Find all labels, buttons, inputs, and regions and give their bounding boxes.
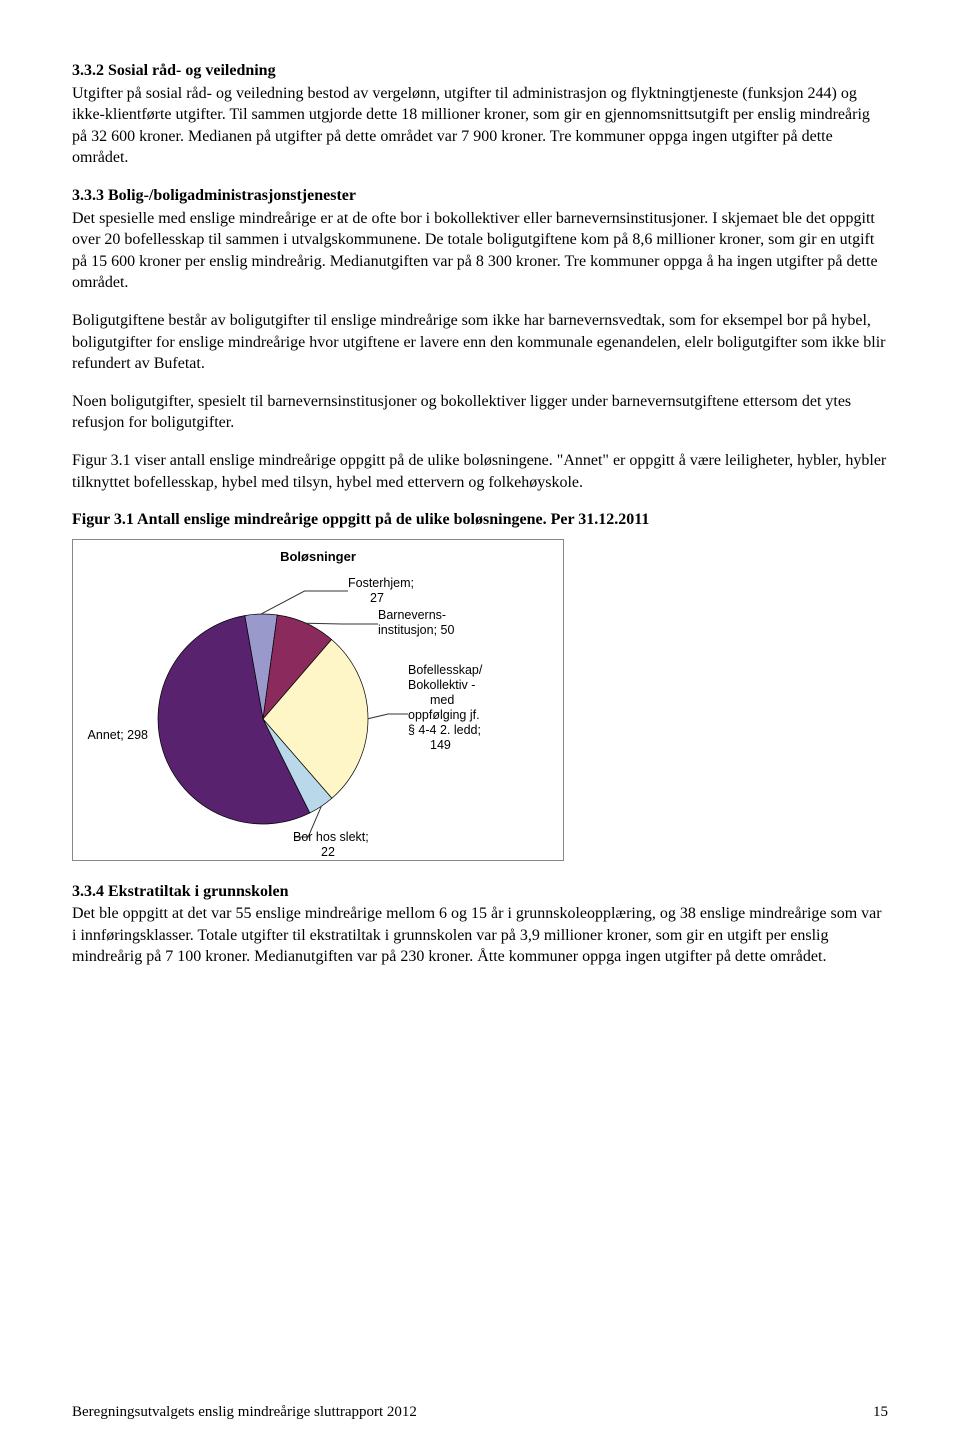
pie-label: Fosterhjem;27 bbox=[348, 576, 414, 605]
para-333-3: Noen boligutgifter, spesielt til barneve… bbox=[72, 391, 888, 434]
leader-line bbox=[368, 714, 408, 719]
para-333-4: Figur 3.1 viser antall enslige mindreåri… bbox=[72, 450, 888, 493]
para-333-2: Boligutgiftene består av boligutgifter t… bbox=[72, 310, 888, 375]
para-332-1: Utgifter på sosial råd- og veiledning be… bbox=[72, 83, 888, 169]
para-333-1: Det spesielle med enslige mindreårige er… bbox=[72, 208, 888, 294]
para-334-1: Det ble oppgitt at det var 55 enslige mi… bbox=[72, 903, 888, 968]
footer-page-number: 15 bbox=[873, 1402, 888, 1422]
heading-333: 3.3.3 Bolig-/boligadministrasjonstjenest… bbox=[72, 185, 888, 207]
leader-line bbox=[306, 624, 378, 625]
pie-label: Annet; 298 bbox=[88, 728, 149, 742]
page-footer: Beregningsutvalgets enslig mindreårige s… bbox=[72, 1402, 888, 1422]
pie-chart-container: Boløsninger Fosterhjem;27 Barneverns-inst… bbox=[72, 539, 564, 861]
pie-label: Bor hos slekt;22 bbox=[293, 830, 369, 859]
chart-title: Boløsninger bbox=[73, 548, 563, 566]
footer-left: Beregningsutvalgets enslig mindreårige s… bbox=[72, 1402, 417, 1422]
heading-332: 3.3.2 Sosial råd- og veiledning bbox=[72, 60, 888, 82]
pie-label: Barneverns-institusjon; 50 bbox=[378, 608, 454, 637]
figure-caption: Figur 3.1 Antall enslige mindreårige opp… bbox=[72, 509, 888, 531]
leader-line bbox=[261, 591, 348, 614]
heading-334: 3.3.4 Ekstratiltak i grunnskolen bbox=[72, 881, 888, 903]
pie-chart-svg: Fosterhjem;27 Barneverns-institusjon; 50 B… bbox=[73, 569, 563, 859]
pie-label: Bofellesskap/Bokollektiv -medoppfølging … bbox=[408, 663, 483, 752]
